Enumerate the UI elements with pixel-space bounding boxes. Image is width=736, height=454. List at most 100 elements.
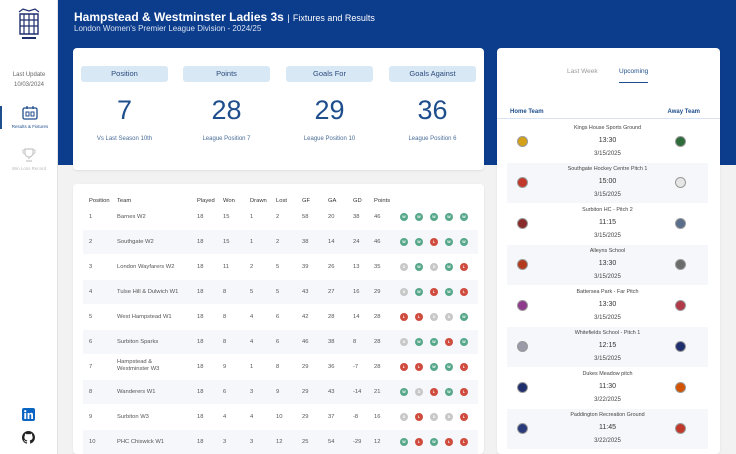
fixture-item[interactable]: Battersea Park - Far Pitch 13:30 3/15/2025 [507, 286, 708, 326]
cell-won: 15 [223, 214, 230, 220]
form-result-badge: D [445, 313, 453, 321]
cell-pts: 29 [374, 289, 381, 295]
header-points[interactable]: Points [374, 198, 391, 204]
table-row[interactable]: 4 Tulse Hill & Dulwich W1 18 8 5 5 43 27 16 29 D W L… [83, 280, 478, 304]
cell-ga: 14 [328, 239, 335, 245]
cell-pts: 28 [374, 314, 381, 320]
cell-lost: 5 [276, 289, 280, 295]
form-result-badge: L [460, 388, 468, 396]
away-team-crest-icon [675, 177, 686, 188]
form-result-badge: W [445, 363, 453, 371]
home-team-crest-icon [517, 382, 528, 393]
cell-gd: -8 [353, 414, 359, 420]
cell-pos: 8 [89, 389, 93, 395]
cell-pos: 4 [89, 289, 93, 295]
fixture-item[interactable]: Southgate Hockey Centre Pitch 1 15:00 3/15… [507, 163, 708, 203]
table-row[interactable]: 7 Hampstead & Westminster W3 18 9 1 8 29 36 -7 28 L… [83, 355, 478, 379]
portcullis-logo-icon [18, 8, 40, 39]
cell-pos: 9 [89, 414, 93, 420]
cell-drawn: 5 [250, 289, 254, 295]
fixture-item[interactable]: Kings House Sports Ground 13:30 3/15/2025 [507, 122, 708, 162]
table-row[interactable]: 8 Wanderers W1 18 6 3 9 29 43 -14 21 W D L W L [83, 380, 478, 404]
form-result-badge: D [400, 338, 408, 346]
form-result-badge: L [460, 363, 468, 371]
nav-results-fixtures[interactable]: Results & Fixtures [0, 106, 58, 129]
form-result-badge: W [415, 338, 423, 346]
header-ga[interactable]: GA [328, 198, 337, 204]
tab-last-week[interactable]: Last Week [567, 68, 598, 75]
title-subtitle: Fixtures and Results [292, 13, 375, 23]
linkedin-icon[interactable] [22, 408, 35, 421]
fixture-item[interactable]: Whitefields School - Pitch 1 12:15 3/15/20… [507, 327, 708, 367]
table-row[interactable]: 10 PHC Chiswick W1 18 3 3 12 25 54 -29 12 W L W L L [83, 430, 478, 454]
cell-played: 18 [197, 214, 204, 220]
home-team-crest-icon [517, 136, 528, 147]
nav-win-loss-label: Win Loss Record [11, 166, 47, 171]
form-result-badge: W [460, 313, 468, 321]
cell-lost: 10 [276, 414, 283, 420]
stat-goals-for-label: Goals For [286, 66, 373, 82]
cell-lost: 6 [276, 314, 280, 320]
form-result-badge: D [430, 413, 438, 421]
cell-won: 8 [223, 314, 227, 320]
nav-win-loss-record[interactable]: Win Loss Record [0, 148, 58, 171]
cell-gf: 38 [302, 239, 309, 245]
fixture-time: 11:45 [599, 424, 616, 431]
header-gd[interactable]: GD [353, 198, 362, 204]
tab-upcoming[interactable]: Upcoming [619, 68, 649, 83]
cell-drawn: 1 [250, 214, 254, 220]
last-update-label: Last Update [12, 72, 46, 78]
github-icon[interactable] [22, 431, 35, 444]
cell-team: Barnes W2 [117, 214, 146, 220]
table-row[interactable]: 2 Southgate W2 18 15 1 2 38 14 24 46 W W L W W [83, 230, 478, 254]
cell-lost: 9 [276, 389, 280, 395]
form-result-badge: D [445, 413, 453, 421]
header-played[interactable]: Played [197, 198, 215, 204]
fixture-item[interactable]: Alleyns School 13:30 3/15/2025 [507, 245, 708, 285]
form-result-badge: L [430, 388, 438, 396]
fixture-date: 3/15/2025 [594, 233, 621, 239]
cell-pts: 28 [374, 364, 381, 370]
fixture-venue: Battersea Park - Far Pitch [576, 289, 639, 295]
stat-goals-for-value: 29 [314, 95, 345, 125]
cell-lost: 8 [276, 364, 280, 370]
form-result-badge: L [430, 288, 438, 296]
fixture-date: 3/22/2025 [594, 397, 621, 403]
header-won[interactable]: Won [223, 198, 235, 204]
form-result-badge: L [460, 438, 468, 446]
header-position[interactable]: Position [89, 198, 110, 204]
cell-gd: 38 [353, 214, 360, 220]
form-result-badge: L [415, 363, 423, 371]
table-row[interactable]: 6 Surbiton Sparks 18 8 4 6 46 38 8 28 D W W L W [83, 330, 478, 354]
home-team-crest-icon [517, 423, 528, 434]
fixture-item[interactable]: Surbiton HC - Pitch 2 11:15 3/15/2025 [507, 204, 708, 244]
table-row[interactable]: 9 Surbiton W3 18 4 4 10 29 37 -8 16 D L D D L [83, 405, 478, 429]
stat-goals-for-caption: League Position 10 [303, 136, 356, 142]
form-result-badge: L [460, 288, 468, 296]
table-row[interactable]: 1 Barnes W2 18 15 1 2 58 20 38 46 W W W W W [83, 205, 478, 229]
header-lost[interactable]: Lost [276, 198, 287, 204]
cell-team-line: Westminster W3 [117, 366, 160, 372]
header-drawn[interactable]: Drawn [250, 198, 267, 204]
form-result-badge: W [430, 338, 438, 346]
league-subtitle: London Women's Premier League Division -… [74, 24, 262, 33]
fixtures-card: Last Week Upcoming Home Team Away Team K… [497, 48, 720, 454]
fixture-item[interactable]: Dukes Meadow pitch 11:30 3/22/2025 [507, 368, 708, 408]
header-gf[interactable]: GF [302, 198, 311, 204]
table-row[interactable]: 3 London Wayfarers W2 18 11 2 5 39 26 13 35 D W D W L [83, 255, 478, 279]
cell-won: 8 [223, 289, 227, 295]
cell-team: Tulse Hill & Dulwich W1 [117, 289, 179, 295]
form-result-badge: W [445, 238, 453, 246]
cell-drawn: 2 [250, 264, 254, 270]
fixture-item[interactable]: Paddington Recreation Ground 11:45 3/22/20… [507, 409, 708, 449]
league-table-card: Position Team Played Won Drawn Lost GF G… [73, 184, 484, 454]
scoreboard-icon [22, 106, 38, 120]
cell-lost: 5 [276, 264, 280, 270]
form-result-badge: W [400, 213, 408, 221]
header-team[interactable]: Team [117, 198, 132, 204]
cell-drawn: 4 [250, 414, 254, 420]
form-result-badge: W [460, 238, 468, 246]
cell-gd: 8 [353, 339, 357, 345]
cell-ga: 20 [328, 214, 335, 220]
table-row[interactable]: 5 West Hampstead W1 18 8 4 6 42 28 14 28 L L D D W [83, 305, 478, 329]
